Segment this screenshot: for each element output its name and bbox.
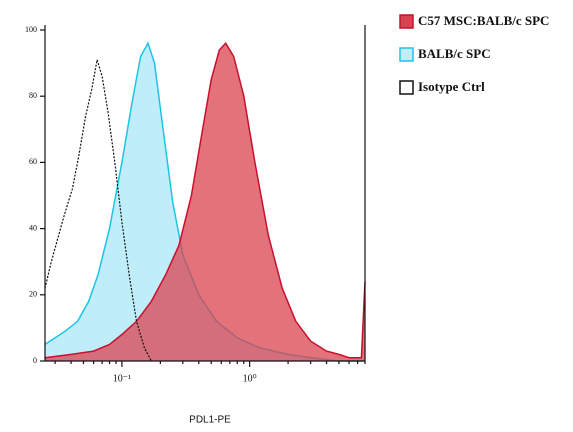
- y-tick-label: 60: [29, 157, 37, 166]
- x-tick-label: 10⁻¹: [113, 373, 131, 384]
- area-fill: [45, 43, 365, 361]
- series-line: [44, 41, 366, 359]
- y-tick-label: 100: [25, 25, 37, 34]
- legend-swatch: [399, 80, 414, 95]
- legend-label: Isotype Ctrl: [418, 79, 485, 94]
- y-tick-label: 40: [29, 223, 37, 232]
- x-tick-label: 10⁰: [243, 373, 257, 384]
- legend-swatch: [399, 14, 414, 29]
- area-fill: [45, 43, 365, 361]
- legend-label: BALB/c SPC: [418, 46, 491, 61]
- y-tick-label: 20: [29, 290, 37, 299]
- legend-label: C57 MSC:BALB/c SPC: [418, 13, 549, 28]
- series-line: [44, 59, 152, 362]
- y-tick-label: 80: [29, 91, 37, 100]
- x-axis-label: PDL1-PE: [189, 415, 231, 426]
- legend-swatch: [399, 47, 414, 62]
- y-tick-label: 0: [33, 356, 37, 365]
